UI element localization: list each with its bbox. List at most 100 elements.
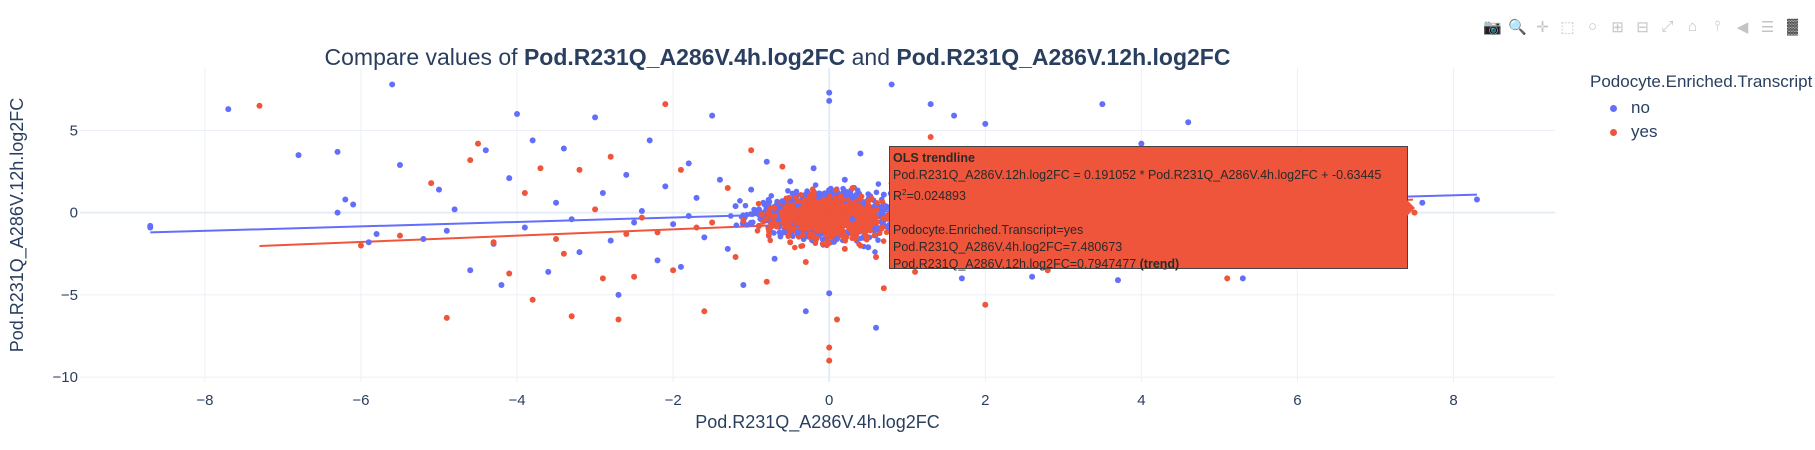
x-tick-label: 2 [981,392,989,409]
data-point-no [849,216,856,223]
data-point-yes [623,231,630,238]
data-point-no [295,152,302,159]
pan-icon[interactable]: ✛ [1536,18,1549,36]
lasso-icon[interactable]: ○ [1587,18,1598,35]
modebar: 📷 🔍 ✛ ⬚ ○ ⊞ ⊟ ⤢ ⌂ ⫯ ◀ ☰ ▓ [1482,16,1803,37]
cloud-point-no [812,182,819,188]
cloud-point-yes [839,202,846,209]
data-point-no [724,245,731,252]
legend-item-yes[interactable]: yes [1590,120,1812,144]
cloud-point-yes [801,209,808,215]
data-point-yes [521,189,528,196]
data-point-no [849,194,856,201]
zoom-out-icon[interactable]: ⊟ [1636,18,1649,36]
spike-lines-icon[interactable]: ⫯ [1714,18,1721,35]
hover-compare-icon[interactable]: ☰ [1760,18,1775,36]
cloud-point-no [872,249,878,255]
cloud-point-yes [791,215,798,222]
x-tick-label: −4 [508,392,525,409]
data-point-yes [357,242,364,249]
data-point-no [560,145,567,152]
data-point-yes [701,308,708,315]
data-point-yes [396,232,403,239]
zoom-icon[interactable]: 🔍 [1508,18,1527,36]
data-point-no [794,229,801,236]
hover-r2: R2=0.024893 [893,188,966,204]
cloud-point-yes [860,225,867,231]
data-point-no [467,267,474,274]
data-point-no [755,206,762,213]
cloud-point-no [742,202,749,209]
cloud-point-no [873,189,880,196]
legend-marker-no [1610,104,1617,112]
cloud-point-yes [871,209,877,215]
x-axis-label: Pod.R231Q_A286V.4h.log2FC [695,412,940,433]
cloud-point-yes [818,203,825,210]
data-point-yes [607,153,614,160]
cloud-point-no [733,222,740,229]
data-point-no [662,183,669,190]
cloud-point-yes [785,233,792,240]
data-point-yes [794,198,801,205]
cloud-point-yes [841,213,848,220]
data-point-yes [662,101,669,108]
data-point-yes [873,254,880,261]
data-point-no [810,165,817,172]
data-point-no [826,290,833,297]
data-point-yes [256,102,263,109]
hover-closest-icon[interactable]: ◀ [1736,18,1749,36]
y-tick-label: 5 [70,122,78,139]
data-point-no [670,221,677,228]
data-point-no [365,239,372,246]
data-point-yes [724,185,731,192]
cloud-point-yes [879,199,886,205]
data-point-no [677,263,684,270]
data-point-no [748,186,755,193]
hover-equation: Pod.R231Q_A286V.12h.log2FC = 0.191052 * … [893,168,1382,182]
cloud-point-yes [835,205,841,212]
legend-item-no[interactable]: no [1590,96,1812,120]
cloud-point-yes [835,223,841,229]
data-point-no [599,189,606,196]
data-point-no [709,112,716,119]
cloud-point-yes [871,232,878,238]
data-point-no [646,137,653,144]
points-layer [147,81,1480,364]
data-point-yes [779,212,786,219]
cloud-point-yes [838,227,844,233]
x-tick-label: −6 [352,392,369,409]
plotly-logo-icon[interactable]: ▓ [1787,18,1798,35]
cloud-point-yes [792,244,798,251]
data-point-no [334,209,341,216]
reset-axes-icon[interactable]: ⌂ [1687,18,1698,35]
data-point-no [498,282,505,289]
cloud-point-yes [876,230,883,237]
data-point-yes [709,219,716,226]
autoscale-icon[interactable]: ⤢ [1661,18,1674,35]
cloud-point-yes [874,200,880,206]
data-point-no [763,158,770,165]
cloud-point-yes [824,219,830,225]
cloud-point-yes [782,204,788,211]
camera-icon[interactable]: 📷 [1483,18,1502,36]
data-point-yes [834,209,841,216]
y-tick-label: 0 [70,205,78,222]
legend-label-no: no [1631,98,1650,117]
data-point-yes [677,166,684,173]
cloud-point-yes [849,230,856,237]
cloud-point-yes [857,196,863,202]
cloud-point-yes [833,187,839,193]
title-var1: Pod.R231Q_A286V.4h.log2FC [523,44,846,70]
cloud-point-yes [854,227,861,233]
data-point-no [826,89,833,96]
data-point-no [1099,101,1106,108]
data-point-no [771,255,778,262]
zoom-in-icon[interactable]: ⊞ [1611,18,1624,36]
cloud-point-yes [830,226,836,233]
data-point-no [1419,199,1426,206]
cloud-point-yes [759,211,766,218]
cloud-point-yes [878,226,885,232]
box-select-icon[interactable]: ⬚ [1560,18,1575,36]
cloud-point-yes [773,223,780,230]
data-point-no [553,199,560,206]
